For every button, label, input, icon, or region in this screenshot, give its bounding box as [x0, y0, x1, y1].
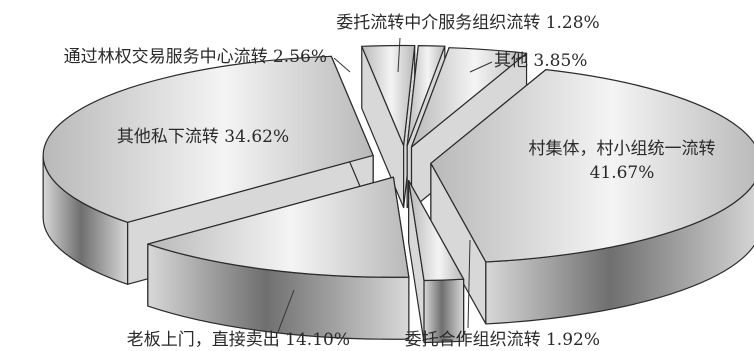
- leader-line: [277, 289, 295, 333]
- slice-label: 其他 3.85%: [494, 51, 587, 71]
- leader-line: [469, 61, 493, 73]
- slice-top-face: [408, 179, 465, 282]
- pie-slices: [42, 44, 754, 344]
- slice-top-face: [361, 44, 416, 147]
- leader-line: [397, 37, 401, 73]
- slice-label: 其他私下流转 34.62%: [117, 127, 289, 147]
- slice-label: 委托流转中介服务组织流转 1.28%: [336, 13, 599, 33]
- slice-top-face: [410, 47, 528, 148]
- slice-label: 委托合作组织流转 1.92%: [405, 330, 600, 350]
- leader-lines: [277, 37, 493, 333]
- pie-slice: [430, 69, 754, 325]
- slice-label: 通过林权交易服务中心流转 2.56%: [64, 47, 327, 67]
- slice-label: 村集体，村小组统一流转 41.67%: [529, 139, 716, 183]
- pie-slice: [147, 176, 410, 340]
- slice-top-face: [42, 55, 374, 223]
- leader-line: [333, 57, 351, 73]
- slice-label: 老板上门，直接卖出 14.10%: [127, 330, 350, 350]
- slice-labels: 村集体，村小组统一流转 41.67% 委托合作组织流转 1.92% 老板上门，直接卖出…: [64, 13, 716, 350]
- slice-top-face: [430, 69, 754, 263]
- pie-slice: [408, 179, 465, 344]
- leader-line: [467, 239, 471, 329]
- slice-top-face: [147, 176, 410, 278]
- slice-top-face: [406, 45, 446, 147]
